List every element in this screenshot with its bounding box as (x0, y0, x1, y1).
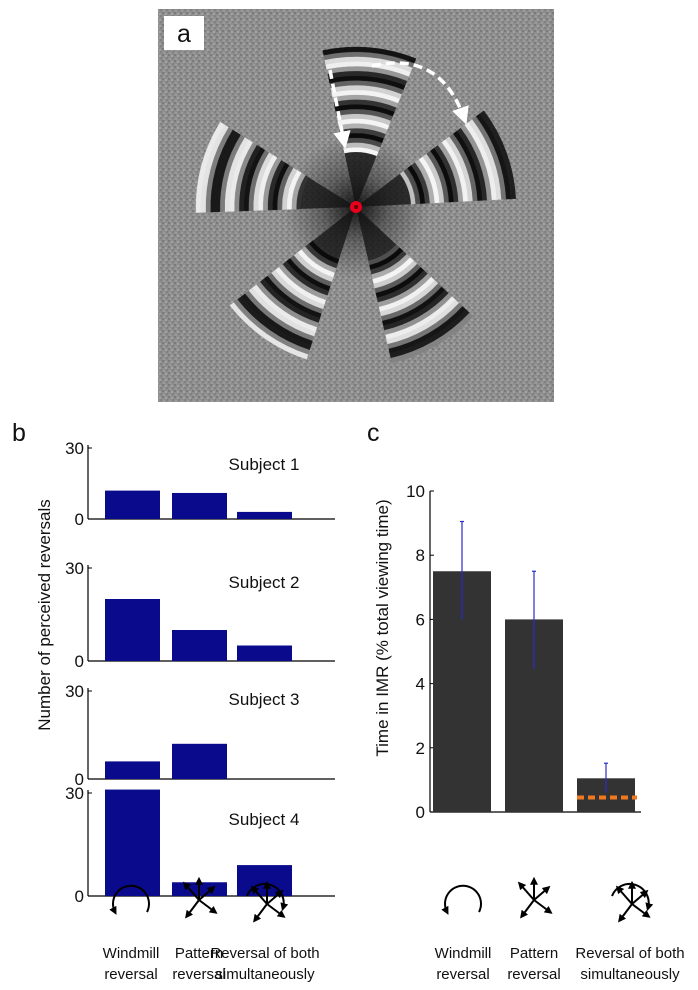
wedge-inner-shade (344, 152, 377, 207)
windmill-wedge (356, 110, 516, 207)
bar (172, 630, 227, 661)
y-tick-label: 30 (65, 559, 84, 578)
y-tick-label: 30 (65, 682, 84, 701)
category-label-line1: Pattern (510, 945, 558, 962)
y-tick-label: 0 (75, 770, 84, 789)
category-label-line2: simultaneously (580, 966, 680, 983)
bar (237, 645, 292, 661)
panel-a-label-box (164, 16, 204, 50)
category-label-line2: reversal (104, 966, 157, 983)
wedge-inner-shade (356, 173, 411, 207)
y-tick-label: 30 (65, 784, 84, 803)
bar (105, 490, 160, 519)
bar (105, 599, 160, 661)
windmill-reversal-icon (109, 884, 150, 915)
subject-panel: 0 30 Subject 4 (65, 784, 335, 906)
rotation-motion-arrow (371, 61, 469, 125)
panel-c-plot: 0 2 4 6 8 10 (406, 482, 641, 822)
subject-title: Subject 2 (229, 573, 300, 592)
category-label-line2: reversal (507, 966, 560, 983)
category-label-line2: simultaneously (215, 966, 315, 983)
windmill-wedge (229, 207, 356, 360)
both-reversal-icon (611, 880, 654, 923)
wedge-inner-shade (301, 177, 356, 209)
subject-panel: 0 30 Subject 2 (65, 559, 335, 671)
subject-panel: 0 30 Subject 1 (65, 439, 335, 529)
wedge-inner-shade (312, 207, 356, 260)
panel-c: c Time in IMR (% total viewing time) 0 2 4… (367, 419, 641, 822)
bar (105, 761, 160, 779)
category-label-line1: Reversal of both (575, 945, 684, 962)
panel-b: b Number of perceived reversals 030Subje… (12, 419, 335, 906)
windmill-wedge (356, 207, 474, 364)
panel-c-label: c (367, 419, 380, 447)
bar (172, 492, 227, 519)
category-label-line1: Windmill (103, 945, 160, 962)
y-tick-label: 4 (416, 675, 425, 694)
category-label-line2: reversal (172, 966, 225, 983)
pattern-reversal-icon (517, 876, 553, 919)
pattern-motion-arrow (328, 69, 351, 149)
subject-title: Subject 3 (229, 690, 300, 709)
wedge-inner-shade (356, 207, 397, 261)
category-label-line1: Pattern (175, 945, 223, 962)
subject-title: Subject 4 (229, 810, 300, 829)
category-label-line1: Reversal of both (210, 945, 319, 962)
y-tick-label: 0 (75, 887, 84, 906)
category-label-line1: Windmill (435, 945, 492, 962)
y-tick-label: 6 (416, 610, 425, 629)
pattern-reversal-icon (182, 876, 218, 919)
windmill-reversal-icon (441, 884, 482, 915)
y-tick-label: 0 (75, 510, 84, 529)
category-axis: Windmill reversal Pattern reversal Reversal … (103, 876, 685, 983)
bar (105, 789, 160, 896)
subject-title: Subject 1 (229, 455, 300, 474)
panel-a: a (158, 9, 554, 402)
y-tick-label: 2 (416, 739, 425, 758)
windmill-wedges (195, 46, 516, 364)
y-tick-label: 8 (416, 546, 425, 565)
category-label-line2: reversal (436, 966, 489, 983)
fixation-center (354, 205, 358, 209)
panel-b-ylabel: Number of perceived reversals (35, 499, 54, 730)
bar (237, 865, 292, 896)
both-reversal-icon (246, 880, 289, 923)
y-tick-label: 0 (416, 803, 425, 822)
windmill-wedge (195, 121, 356, 213)
grating-band (479, 110, 516, 200)
windmill-wedge (322, 46, 417, 207)
bar (172, 743, 227, 779)
panel-b-label: b (12, 419, 26, 447)
y-tick-label: 0 (75, 652, 84, 671)
bar (237, 511, 292, 519)
grating-band (322, 46, 417, 64)
panel-a-label: a (177, 20, 191, 48)
subject-panel: 0 30 Subject 3 (65, 682, 335, 789)
motion-arrows (328, 61, 469, 149)
y-tick-label: 30 (65, 439, 84, 458)
grating-band (229, 302, 309, 360)
grating-band (390, 312, 474, 364)
grating-band (195, 121, 225, 213)
panel-c-ylabel: Time in IMR (% total viewing time) (373, 499, 392, 756)
y-tick-label: 10 (406, 482, 425, 501)
